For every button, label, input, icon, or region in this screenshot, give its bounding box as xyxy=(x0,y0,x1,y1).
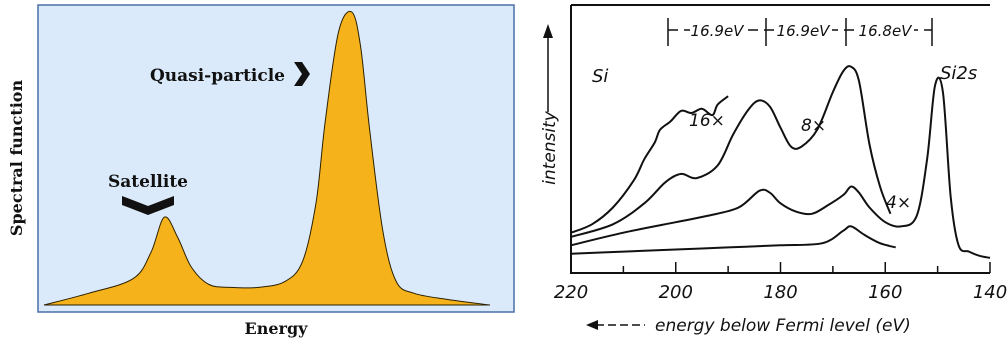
left-chart: Satellite Quasi-particle Energy Spectral… xyxy=(7,4,515,338)
quasi-particle-marker-icon xyxy=(294,62,310,86)
series-label-2: 8× xyxy=(801,116,826,136)
satellite-marker-icon xyxy=(122,196,174,215)
right-x-axis-label: energy below Fermi level (eV) xyxy=(655,316,911,336)
spectrum-curve-3 xyxy=(570,76,991,259)
spacing-label-bg-1 xyxy=(690,20,748,40)
satellite-label: Satellite xyxy=(108,172,188,192)
x-tick-label: 200 xyxy=(659,282,693,303)
right-plot-frame xyxy=(570,4,990,274)
x-axis-ticks: 220 200 180 160 140 xyxy=(554,262,1007,303)
spacing-label-bg-2 xyxy=(774,20,832,40)
series-labels: 16× 8× 4× xyxy=(689,111,911,213)
x-tick-label: 180 xyxy=(763,282,797,303)
energy-arrowhead-icon xyxy=(586,320,598,330)
spectrum-curve-4 xyxy=(570,225,896,255)
spacing-markers: 16.9eV 16.9eV 16.8eV xyxy=(667,18,933,46)
spectrum-curve-2 xyxy=(570,65,892,238)
spectrum-curve-1 xyxy=(570,95,729,234)
spacing-label-bg-3 xyxy=(856,20,914,40)
left-x-axis-label: Energy xyxy=(245,319,309,338)
peak-label: Si2s xyxy=(940,63,977,84)
element-label: Si xyxy=(592,66,608,87)
left-y-axis-label: Spectral function xyxy=(7,80,26,237)
right-chart: intensity 16.9eV 16.9eV 16.8eV Si Si2s 1… xyxy=(540,4,1007,336)
series-label-3: 4× xyxy=(886,193,911,213)
x-tick-label: 160 xyxy=(868,282,902,303)
spacing-label-2: 16.9eV xyxy=(777,22,832,40)
x-tick-label: 220 xyxy=(554,282,588,303)
spacing-label-3: 16.8eV xyxy=(859,22,914,40)
intensity-arrowhead-icon xyxy=(543,24,553,38)
spectral-function-area xyxy=(43,10,491,306)
left-plot-background xyxy=(37,4,515,313)
spacing-label-1: 16.9eV xyxy=(691,22,746,40)
right-y-axis-label: intensity xyxy=(540,110,560,185)
series-label-1: 16× xyxy=(689,111,725,131)
x-tick-label: 140 xyxy=(973,282,1007,303)
right-curves xyxy=(570,65,991,259)
quasi-particle-label: Quasi-particle xyxy=(150,66,285,86)
